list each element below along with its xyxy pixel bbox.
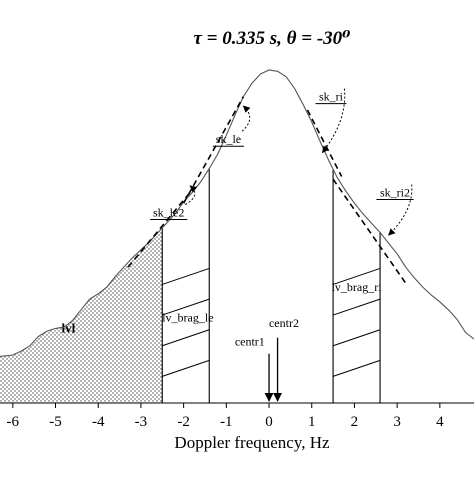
- x-tick-label: 1: [308, 414, 316, 430]
- bragg-right-hatch-line: [332, 267, 381, 285]
- sk-ri2-label-arrow: [388, 184, 413, 236]
- bragg-left-hatch-line: [162, 298, 210, 316]
- x-tick-label: -5: [49, 414, 62, 430]
- slope-line-sk-le: [182, 96, 245, 204]
- x-tick-label: -3: [135, 414, 148, 430]
- x-tick-label: 0: [265, 414, 273, 430]
- slope-line-sk-le2: [127, 189, 193, 268]
- x-tick-label: -4: [92, 414, 105, 430]
- lv-brag-le-label: lv_brag_le: [162, 311, 213, 325]
- sk-le2-label-arrow: [185, 185, 198, 205]
- x-axis-label: Doppler frequency, Hz: [174, 433, 330, 452]
- x-tick-label: 2: [351, 414, 359, 430]
- plot-area: lvl sk_le sk_le2 sk_ri sk_ri2 lv_brag_le lv_br…: [0, 69, 474, 403]
- x-tick-label: -1: [220, 414, 233, 430]
- x-tick-label: 4: [436, 414, 444, 430]
- centr2-label: centr2: [269, 316, 299, 330]
- lvl-region: [0, 227, 163, 403]
- x-tick-label: -6: [7, 414, 20, 430]
- x-tick-label: -2: [177, 414, 190, 430]
- chart-title: τ = 0.335 s, θ = -30⁰: [194, 28, 352, 49]
- centr1-label: centr1: [235, 335, 265, 349]
- x-tick-label: 3: [393, 414, 401, 430]
- slope-line-sk-ri: [306, 109, 343, 177]
- sk-ri2-label: sk_ri2: [380, 186, 410, 200]
- sk-ri-label: sk_ri: [319, 90, 344, 104]
- lv-brag-ri-label: lv_brag_ri: [332, 280, 383, 294]
- spectrum-line: [0, 69, 474, 357]
- bragg-right-hatch-line: [332, 298, 381, 316]
- bragg-left-hatch-line: [162, 359, 210, 377]
- lvl-label: lvl: [61, 320, 75, 335]
- sk-le-label-arrow: [241, 105, 251, 132]
- bragg-left-hatch-line: [162, 267, 210, 285]
- x-axis: -6 -5 -4 -3 -2 -1 0 1 2 3 4: [0, 402, 474, 430]
- slope-line-sk-ri2: [332, 178, 407, 284]
- sk-ri-label-arrow: [321, 88, 346, 154]
- bragg-right-hatch-line: [332, 329, 381, 347]
- bragg-left-hatch-line: [162, 329, 210, 347]
- sk-le-label: sk_le: [216, 132, 241, 146]
- bragg-right-hatch-line: [332, 359, 381, 377]
- sk-le2-label: sk_le2: [153, 206, 184, 220]
